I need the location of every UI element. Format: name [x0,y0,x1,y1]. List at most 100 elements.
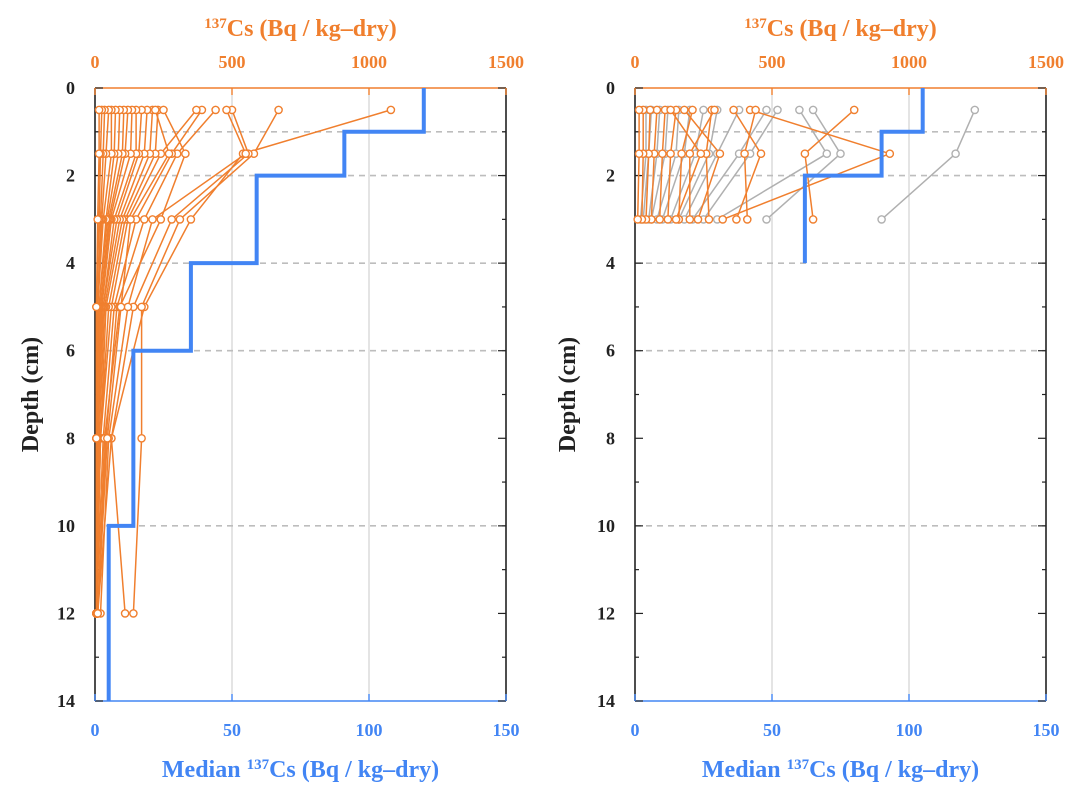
orange-profile-point [156,215,166,224]
bottom-axis-title: Median 137Cs (Bq / kg–dry) [702,757,979,783]
orange-profile-point [167,215,176,224]
top-tick-label: 1500 [1028,52,1064,72]
y-tick-label: 12 [57,603,75,623]
y-axis-title: Depth (cm) [18,337,44,452]
gray-profile-point [836,149,845,158]
top-tick-label: 500 [219,52,246,72]
orange-profile-point [666,149,675,158]
orange-profile-point [164,149,174,158]
orange-profile-line [95,109,125,614]
orange-profile-point [386,105,396,115]
top-axis-title: 137Cs (Bq / kg–dry) [744,16,937,42]
orange-profile-point [123,302,133,312]
gray-profile-point [970,105,980,115]
orange-profile-point [159,105,168,115]
orange-profile-point [93,215,102,224]
orange-profile-point [808,215,818,224]
orange-profile-line [96,109,392,614]
gray-profile-point [795,105,804,115]
bottom-tick-label: 50 [223,720,241,740]
bottom-axis-title-superscript: 137 [247,757,270,773]
orange-profile-point [211,105,220,115]
gray-profile-point [951,149,960,158]
gray-profile-point [773,105,782,115]
bottom-axis-title-text: Cs (Bq / kg–dry) [269,757,439,783]
bottom-axis-title-superscript: 137 [787,757,810,773]
y-tick-label: 14 [597,691,615,711]
orange-profile-point [129,609,138,618]
y-tick-label: 4 [66,253,75,273]
orange-profile-line [95,109,148,614]
orange-profile-point [710,105,719,115]
y-tick-label: 6 [66,341,75,361]
orange-profile-line [95,109,100,614]
orange-profile-line [95,109,197,614]
bottom-axis-title-prefix: Median [162,757,247,783]
orange-profile-point [645,105,655,115]
y-tick-label: 14 [57,691,75,711]
bottom-tick-label: 100 [896,720,923,740]
orange-profile-point [671,215,681,224]
bottom-axis-title: Median 137Cs (Bq / kg–dry) [162,757,439,783]
top-axis-title: 137Cs (Bq / kg–dry) [204,16,397,42]
orange-profile-point [677,149,686,158]
top-axis-title-text: Cs (Bq / kg–dry) [227,16,397,42]
orange-profile-point [693,215,703,224]
bottom-tick-label: 50 [763,720,781,740]
orange-profile-point [885,149,895,158]
orange-profile-line [641,109,644,220]
orange-profile-point [680,105,689,115]
orange-profile-point [655,215,665,224]
orange-profile-point [192,105,201,115]
orange-profile-point [849,105,859,115]
orange-profile-point [181,149,190,158]
orange-profile-point [93,609,102,618]
y-tick-label: 10 [597,516,615,536]
orange-profile-point [666,105,675,115]
bottom-tick-label: 100 [356,720,383,740]
bottom-axis-title-text: Cs (Bq / kg–dry) [809,757,979,783]
y-tick-label: 0 [66,78,75,98]
orange-profile-line [132,109,280,614]
median-step-profile [106,88,426,701]
bottom-tick-label: 150 [1033,720,1060,740]
bottom-tick-label: 0 [631,720,640,740]
bottom-tick-label: 0 [91,720,100,740]
orange-profile-line [743,109,757,220]
orange-profile-point [137,433,146,443]
orange-profile-point [729,105,738,115]
gray-profile-point [877,215,886,224]
orange-profile-point [94,149,104,158]
median-step-profile [802,88,925,264]
orange-profile-point [116,302,126,312]
orange-profile-line [804,109,855,220]
y-tick-label: 8 [66,428,75,448]
orange-profile-line [689,109,716,220]
orange-profile-point [120,609,130,618]
orange-profile-point [658,149,667,158]
top-tick-label: 1500 [488,52,524,72]
orange-profile-line [95,109,159,614]
orange-profile-point [634,149,644,158]
orange-profile-line [95,109,154,614]
orange-profile-point [663,215,673,224]
gray-profile-point [762,105,771,115]
orange-profile-point [175,215,185,224]
orange-profile-point [274,105,283,115]
orange-profile-point [222,105,231,115]
y-axis-title: Depth (cm) [555,337,581,452]
gray-profile-point [808,105,818,115]
orange-profile-point [688,105,697,115]
gray-profile-point [822,149,832,158]
orange-profile-point [756,149,766,158]
orange-profile-point [634,105,644,115]
y-tick-label: 6 [606,341,615,361]
orange-profile-line [636,109,640,220]
top-axis-title-superscript: 137 [204,16,227,32]
orange-profile-point [139,215,149,224]
top-tick-label: 0 [91,52,100,72]
orange-profile-line [705,109,713,220]
